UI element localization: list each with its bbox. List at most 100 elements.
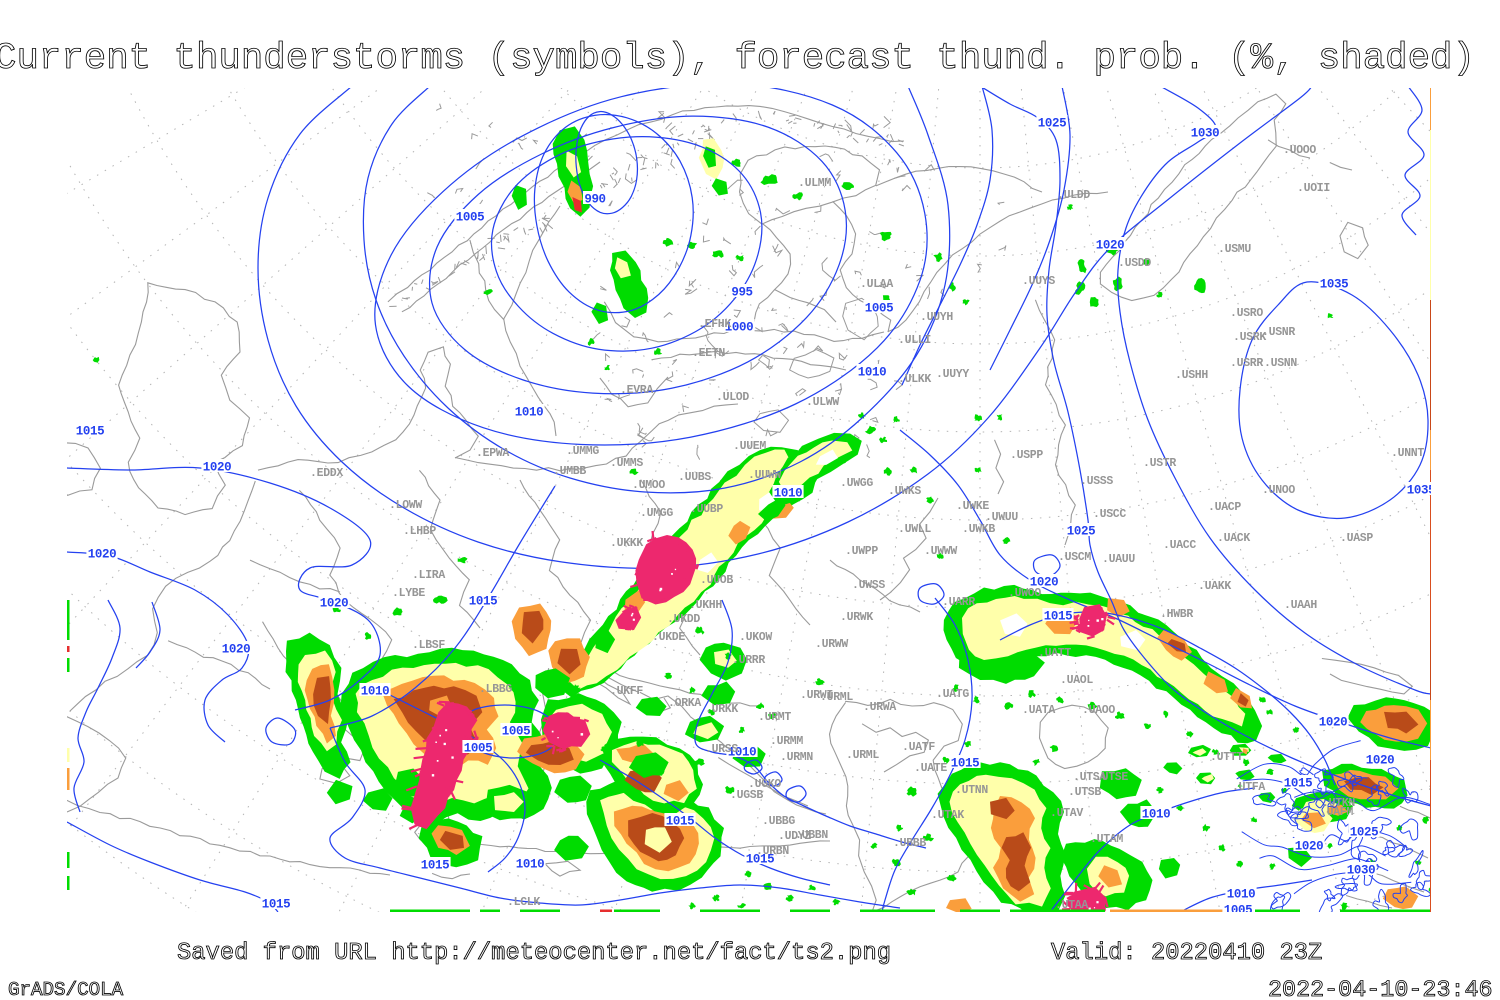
svg-text:1010: 1010 (1227, 888, 1255, 902)
svg-text:.UWSS: .UWSS (852, 579, 885, 592)
svg-text:.UAUU: .UAUU (1102, 553, 1135, 566)
svg-text:.UMGG: .UMGG (640, 507, 673, 520)
svg-text:.UTAK: .UTAK (931, 809, 964, 822)
svg-text:.UAOO: .UAOO (1082, 704, 1115, 717)
svg-text:.UWKE: .UWKE (956, 500, 989, 513)
svg-text:.UGSB: .UGSB (730, 789, 763, 802)
svg-text:.LIRA: .LIRA (412, 569, 445, 582)
svg-text:1035: 1035 (1407, 484, 1435, 498)
svg-text:.UAKK: .UAKK (1198, 580, 1231, 593)
svg-text:.URMT: .URMT (758, 711, 791, 724)
svg-text:1025: 1025 (1067, 525, 1095, 539)
svg-text:.UNOO: .UNOO (1262, 484, 1295, 497)
svg-text:1010: 1010 (1142, 808, 1170, 822)
svg-text:.USDD: .USDD (1118, 257, 1151, 270)
svg-text:.URMM: .URMM (770, 735, 803, 748)
svg-text:1005: 1005 (464, 742, 492, 756)
svg-text:.URRR: .URRR (732, 654, 765, 667)
svg-text:1015: 1015 (666, 815, 694, 829)
svg-text:1010: 1010 (858, 366, 886, 380)
svg-text:1010: 1010 (774, 487, 802, 501)
svg-text:.UWKS: .UWKS (888, 485, 921, 498)
svg-text:.UWGG: .UWGG (840, 477, 873, 490)
svg-text:.ULWW: .ULWW (806, 396, 839, 409)
svg-text:.USMU: .USMU (1218, 243, 1251, 256)
svg-text:.UUYS: .UUYS (1022, 275, 1055, 288)
svg-text:.UBBB: .UBBB (893, 837, 926, 850)
svg-text:1015: 1015 (1284, 777, 1312, 791)
svg-text:.ULLI: .ULLI (898, 334, 931, 347)
svg-text:.UOII: .UOII (1297, 182, 1330, 195)
svg-text:.URWA: .URWA (863, 701, 896, 714)
svg-text:.LHBP: .LHBP (403, 525, 436, 538)
svg-text:.UMMS: .UMMS (610, 457, 643, 470)
svg-text:.UBBN: .UBBN (795, 829, 828, 842)
svg-text:.USNN: .USNN (1264, 357, 1297, 370)
svg-text:1015: 1015 (262, 898, 290, 912)
svg-text:.UMOO: .UMOO (632, 479, 665, 492)
svg-text:.LCLK: .LCLK (507, 896, 540, 909)
svg-text:.ULDD: .ULDD (1057, 189, 1090, 202)
svg-text:.UATF: .UATF (902, 741, 935, 754)
svg-text:1015: 1015 (421, 859, 449, 873)
svg-text:.UUOB: .UUOB (700, 574, 733, 587)
svg-text:.UKHH: .UKHH (689, 599, 722, 612)
svg-text:.USNR: .USNR (1262, 326, 1295, 339)
svg-text:.USRR: .USRR (1230, 357, 1263, 370)
svg-text:.URWI: .URWI (800, 689, 833, 702)
svg-text:.UOOO: .UOOO (1283, 144, 1316, 157)
svg-text:1015: 1015 (469, 595, 497, 609)
svg-text:.UTFA: .UTFA (1232, 781, 1265, 794)
svg-text:.UTSE: .UTSE (1095, 771, 1128, 784)
svg-text:.USHH: .USHH (1175, 369, 1208, 382)
svg-text:.USPP: .USPP (1010, 449, 1043, 462)
svg-text:.USRK: .USRK (1233, 331, 1266, 344)
svg-text:1005: 1005 (865, 302, 893, 316)
svg-text:.ULKK: .ULKK (898, 373, 931, 386)
svg-text:1030: 1030 (1191, 127, 1219, 141)
svg-text:.UNNT: .UNNT (1391, 447, 1424, 460)
svg-text:.EFHK: .EFHK (698, 318, 731, 331)
svg-text:.HWBR: .HWBR (1160, 608, 1193, 621)
svg-text:.USCC: .USCC (1093, 508, 1126, 521)
svg-text:.UACC: .UACC (1163, 539, 1196, 552)
svg-text:.UTSA: .UTSA (1073, 771, 1106, 784)
svg-text:1010: 1010 (728, 746, 756, 760)
svg-text:.LOWW: .LOWW (389, 499, 422, 512)
svg-text:1015: 1015 (76, 425, 104, 439)
svg-text:1025: 1025 (1038, 117, 1066, 131)
svg-text:.UAFM: .UAFM (1320, 806, 1353, 819)
svg-text:.LBSF: .LBSF (412, 639, 445, 652)
svg-text:1020: 1020 (222, 643, 250, 657)
svg-text:.UATT: .UATT (1038, 647, 1071, 660)
svg-text:GrADS/COLA: GrADS/COLA (8, 979, 124, 1000)
svg-text:.UUBS: .UUBS (678, 471, 711, 484)
svg-text:.UTSB: .UTSB (1068, 786, 1101, 799)
svg-text:.UAOL: .UAOL (1060, 674, 1093, 687)
svg-text:.USCM: .USCM (1058, 551, 1091, 564)
svg-text:.UWLL: .UWLL (898, 523, 931, 536)
svg-text:.UUYY: .UUYY (936, 368, 969, 381)
svg-text:.UARR: .UARR (942, 596, 975, 609)
svg-text:.URKK: .URKK (705, 703, 738, 716)
svg-text:.EETN: .EETN (692, 347, 725, 360)
svg-text:.UTTT: .UTTT (1210, 751, 1243, 764)
svg-text:.ORKA: .ORKA (668, 697, 701, 710)
svg-text:.LBBG: .LBBG (479, 683, 512, 696)
svg-text:Saved from URL http://meteocen: Saved from URL http://meteocenter.net/fa… (177, 940, 891, 967)
svg-text:1020: 1020 (1030, 576, 1058, 590)
svg-text:.UACP: .UACP (1208, 501, 1241, 514)
svg-text:.UATG: .UATG (936, 688, 969, 701)
svg-text:.USSS: .USSS (1080, 475, 1113, 488)
svg-text:.UKDE: .UKDE (652, 631, 685, 644)
svg-text:Current thunderstorms (symbols: Current thunderstorms (symbols), forecas… (0, 38, 1475, 80)
svg-text:.UWOO: .UWOO (1008, 587, 1041, 600)
svg-text:1015: 1015 (746, 853, 774, 867)
svg-text:2022-04-10-23:46: 2022-04-10-23:46 (1268, 978, 1493, 1000)
svg-text:1020: 1020 (203, 461, 231, 475)
svg-text:1000: 1000 (725, 321, 753, 335)
svg-text:.URML: .URML (820, 691, 853, 704)
svg-text:.URML: .URML (846, 749, 879, 762)
svg-text:.UWPP: .UWPP (845, 545, 878, 558)
svg-text:.UAAH: .UAAH (1284, 599, 1317, 612)
